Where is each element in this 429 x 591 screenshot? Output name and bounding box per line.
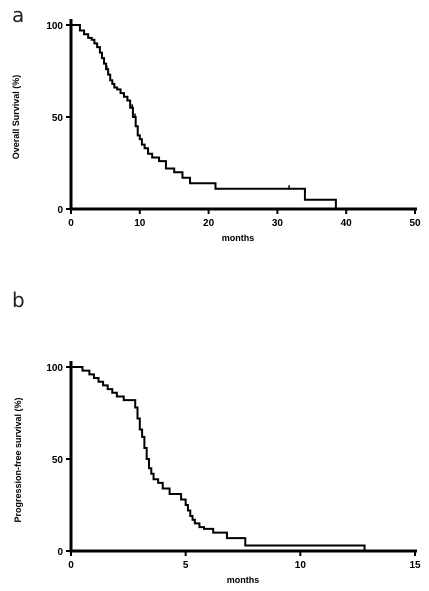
panel-a-x-axis-title: months [222,233,255,243]
panel-a-x-tick-label: 40 [341,218,353,229]
panel-a-axes: 0 10 20 30 40 50 0 50 100 [46,19,421,229]
panel-b-x-axis-title: months [227,575,260,585]
panel-a-label: a [12,3,24,27]
panel-a-x-tick-label: 30 [272,218,284,229]
panel-b-axes: 0 5 10 15 0 50 100 [46,361,421,571]
panel-b-y-tick-label: 100 [46,363,63,374]
panel-b-y-axis-title: Progression-free survival (%) [13,397,23,522]
panel-b-x-tick-label: 0 [68,560,74,571]
panel-a-x-tick-label: 20 [203,218,215,229]
panel-a-y-tick-label: 50 [52,113,64,124]
panel-b-y-tick-label: 0 [57,547,63,558]
panel-a-y-axis-title: Overall Survival (%) [11,75,21,160]
panel-b: b 0 5 10 15 0 50 100 months Progression-free s… [12,288,421,585]
panel-a-survival-curve [71,24,337,209]
panel-b-x-tick-label: 5 [183,560,189,571]
panel-a-x-tick-label: 50 [409,218,421,229]
panel-b-x-tick-label: 15 [409,560,421,571]
panel-a-x-tick-label: 0 [68,218,74,229]
panel-b-x-tick-label: 10 [295,560,307,571]
panel-a: a 0 10 20 30 40 50 0 50 100 months Overall Survi… [11,3,421,243]
panel-a-x-tick-label: 10 [134,218,146,229]
panel-a-y-tick-label: 100 [46,21,63,32]
panel-b-survival-curve [71,366,366,551]
panel-b-label: b [12,288,25,312]
panel-b-curve-group [71,366,366,551]
panel-a-curve-group [71,24,337,209]
panel-b-y-tick-label: 50 [52,455,64,466]
panel-a-y-tick-label: 0 [57,205,63,216]
